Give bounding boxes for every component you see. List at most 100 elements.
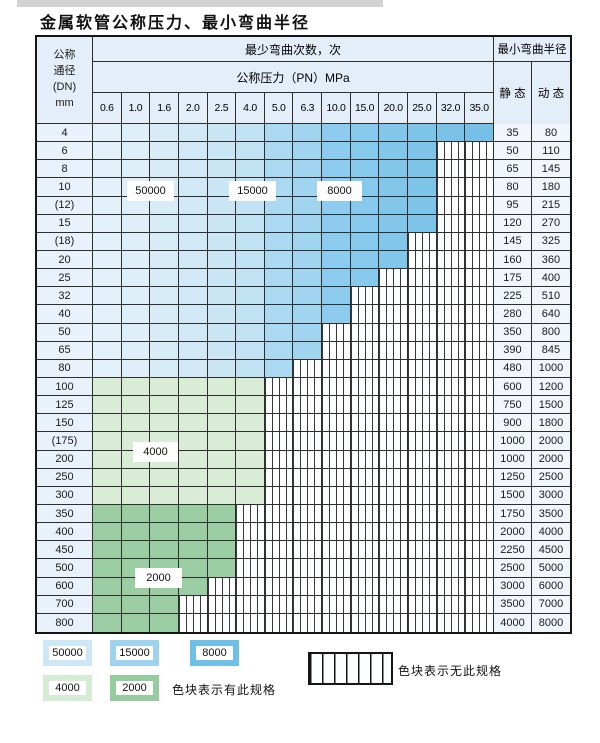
no-spec-cell [350,468,380,487]
spec-cell [264,232,294,251]
spec-cell [178,504,208,524]
spec-cell [207,232,237,251]
dynamic-radius-value: 845 [531,341,570,360]
no-spec-cell [322,377,351,397]
spec-cell [264,196,294,215]
spec-cell [121,214,151,233]
no-spec-cell [264,468,294,487]
spec-cell [236,214,265,233]
no-spec-cell [408,269,437,288]
spec-cell [264,142,294,161]
no-spec-cell [350,577,380,596]
no-spec-cell [408,287,437,306]
no-spec-cell [350,414,380,433]
spec-cell [436,124,466,143]
spec-cell [379,232,409,251]
table-row-dn-6: 6 50 110 [37,142,570,161]
spec-cell [178,160,208,179]
pn-header-6.3: 6.3 [293,93,323,124]
no-spec-cell [465,468,494,487]
dn-value: 65 [37,341,93,360]
spec-cell [264,359,294,378]
no-spec-cell [350,377,380,397]
spec-cell [379,142,409,161]
dn-value: 700 [37,595,93,614]
static-radius-value: 120 [493,214,532,233]
pn-header-20.0: 20.0 [379,93,409,124]
pn-header-35.0: 35.0 [465,93,494,124]
no-spec-cell [236,613,265,632]
no-spec-cell [293,414,323,433]
spec-cell [93,341,122,360]
spec-cell [150,341,179,360]
spec-cell [93,323,122,342]
static-dynamic-row: 静 态 动 态 [494,62,570,124]
no-spec-cell [322,486,351,505]
spec-cell [207,305,237,324]
table-row-dn-125: 125 750 1500 [37,396,570,415]
spec-cell [379,196,409,215]
spec-cell [264,287,294,306]
radius-header-group: 最小弯曲半径 静 态 动 态 [494,37,570,124]
spec-cell [322,160,351,179]
spec-cell [121,323,151,342]
legend-swatch-15000: 15000 [110,640,159,666]
spec-cell [350,160,380,179]
spec-cell [207,214,237,233]
no-spec-cell [465,250,494,270]
spec-cell [93,613,122,632]
spec-cell [178,142,208,161]
dynamic-radius-value: 2000 [531,432,570,451]
no-spec-cell [465,287,494,306]
table-row-dn-(18): (18) 145 325 [37,232,570,251]
spec-cell [293,287,323,306]
no-spec-cell [465,196,494,215]
spec-cell [93,124,122,143]
spec-cell [465,124,494,143]
dynamic-radius-value: 510 [531,287,570,306]
dynamic-radius-value: 145 [531,160,570,179]
scan-artifact-strip [17,0,383,7]
spec-cell [236,250,265,270]
spec-cell [207,450,237,469]
no-spec-cell [465,450,494,469]
spec-cell [379,160,409,179]
no-spec-cell [408,432,437,451]
static-radius-value: 225 [493,287,532,306]
no-spec-cell [436,178,466,197]
table-row-dn-400: 400 2000 4000 [37,523,570,542]
no-spec-cell [408,232,437,251]
dn-value: 25 [37,269,93,288]
spec-cell [178,124,208,143]
dynamic-radius-value: 4500 [531,541,570,560]
spec-cell [236,432,265,451]
spec-cell [178,250,208,270]
spec-cell [178,396,208,415]
dynamic-radius-value: 1500 [531,396,570,415]
spec-cell [236,124,265,143]
bend-cycles-header-group: 最少弯曲次数，次 公称压力（PN）MPa 0.6 1.0 1.6 2.0 2.5 4.0 5… [93,37,494,124]
spec-cell [408,196,437,215]
no-spec-cell [436,504,466,524]
spec-cell [408,178,437,197]
bend-cycles-header: 最少弯曲次数，次 [93,37,494,62]
spec-cell [350,142,380,161]
table-row-dn-20: 20 160 360 [37,250,570,270]
spec-cell [150,269,179,288]
spec-cell [150,504,179,524]
no-spec-cell [436,250,466,270]
spec-cell [322,214,351,233]
dynamic-radius-value: 8000 [531,613,570,632]
no-spec-cell [379,468,409,487]
spec-cell [207,287,237,306]
spec-cell [93,577,122,596]
spec-cell [264,124,294,143]
spec-cell [350,269,380,288]
no-spec-cell [322,541,351,560]
static-radius-value: 390 [493,341,532,360]
spec-cell [93,142,122,161]
no-spec-cell [436,577,466,596]
dn-value: 4 [37,124,93,143]
cycle-count-tag-8000: 8000 [317,181,362,201]
no-spec-cell [465,541,494,560]
